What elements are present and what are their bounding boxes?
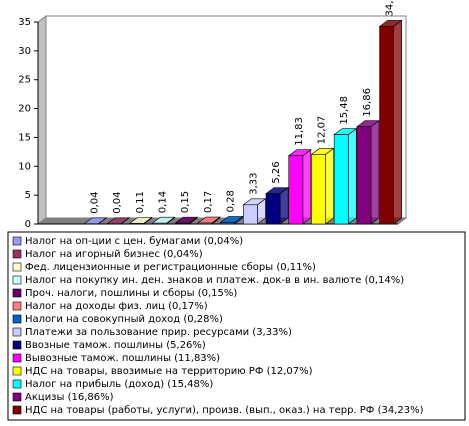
bar bbox=[152, 222, 167, 225]
data-label: 0,04 bbox=[112, 192, 123, 214]
legend-label: Налог на покупку ин. ден. знаков и плате… bbox=[25, 275, 404, 286]
bar bbox=[311, 154, 326, 225]
bar bbox=[379, 26, 394, 225]
legend-swatch bbox=[12, 301, 22, 311]
bar bbox=[265, 193, 281, 225]
bar-side bbox=[347, 128, 357, 225]
legend-label: Платежи за пользование прир. ресурсами (… bbox=[25, 327, 292, 338]
y-tick-label: 15 bbox=[18, 132, 31, 143]
bar bbox=[243, 204, 258, 225]
y-tick-label: 30 bbox=[18, 46, 31, 57]
legend-swatch bbox=[12, 288, 22, 298]
legend-label: Вывозные тамож. пошлины (11,83%) bbox=[25, 353, 220, 364]
legend-swatch bbox=[12, 392, 22, 402]
data-label: 0,28 bbox=[226, 190, 237, 212]
legend-label: Акцизы (16,86%) bbox=[25, 392, 114, 403]
data-label: 0,04 bbox=[89, 192, 100, 214]
side-wall bbox=[37, 15, 47, 225]
data-label: 5,26 bbox=[271, 161, 282, 183]
legend-swatch bbox=[12, 275, 22, 285]
legend-swatch bbox=[12, 379, 22, 389]
data-label: 34,23 bbox=[385, 0, 396, 16]
bar bbox=[220, 222, 235, 225]
legend-label: Налоги на совокупный доход (0,28%) bbox=[25, 314, 223, 325]
data-label: 11,83 bbox=[294, 117, 305, 146]
bar bbox=[174, 222, 190, 225]
data-label: 3,33 bbox=[248, 173, 259, 195]
y-tick-label: 5 bbox=[25, 190, 31, 201]
data-label: 16,86 bbox=[362, 88, 373, 117]
data-label: 0,14 bbox=[158, 191, 169, 213]
y-tick-label: 10 bbox=[18, 161, 31, 172]
data-label: 0,11 bbox=[135, 191, 146, 213]
legend-label: Налог на оп-ции с цен. бумагами (0,04%) bbox=[25, 236, 243, 247]
bar-side bbox=[302, 149, 312, 225]
bar bbox=[129, 223, 145, 225]
bar-side bbox=[393, 19, 402, 225]
legend-label: НДС на товары, ввозимые на территорию РФ… bbox=[25, 366, 313, 377]
bar bbox=[288, 155, 304, 225]
y-tick-label: 25 bbox=[18, 75, 31, 86]
y-tick-label: 0 bbox=[25, 219, 31, 230]
legend-label: НДС на товары (работы, услуги), произв. … bbox=[25, 405, 424, 416]
legend-swatch bbox=[12, 340, 22, 350]
legend-label: Налог на игорный бизнес (0,04%) bbox=[25, 249, 203, 260]
legend-label: Налог на доходы физ. лиц (0,17%) bbox=[25, 301, 208, 312]
y-tick-label: 35 bbox=[18, 17, 31, 28]
bar-side bbox=[325, 147, 334, 225]
bar bbox=[356, 126, 372, 225]
legend-swatch bbox=[12, 314, 22, 324]
bar-side bbox=[370, 120, 380, 225]
bar bbox=[197, 222, 213, 225]
legend-swatch bbox=[12, 262, 22, 272]
legend-box bbox=[7, 231, 466, 421]
legend-swatch bbox=[12, 327, 22, 337]
legend-label: Ввозные тамож. пошлины (5,26%) bbox=[25, 340, 206, 351]
data-label: 0,15 bbox=[180, 191, 191, 213]
bar bbox=[333, 134, 349, 225]
data-label: 12,07 bbox=[317, 116, 328, 145]
data-label: 0,17 bbox=[203, 191, 214, 213]
data-label: 15,48 bbox=[339, 96, 350, 125]
legend-swatch bbox=[12, 353, 22, 363]
legend-swatch bbox=[12, 236, 22, 246]
legend-swatch bbox=[12, 405, 22, 415]
legend-swatch bbox=[12, 366, 22, 376]
legend-label: Проч. налоги, пошлины и сборы (0,15%) bbox=[25, 288, 237, 299]
legend-swatch bbox=[12, 249, 22, 259]
legend-label: Фед. лицензионные и регистрационные сбор… bbox=[25, 262, 316, 273]
y-tick-label: 20 bbox=[18, 104, 31, 115]
legend-label: Налог на прибыль (доход) (15,48%) bbox=[25, 379, 213, 390]
